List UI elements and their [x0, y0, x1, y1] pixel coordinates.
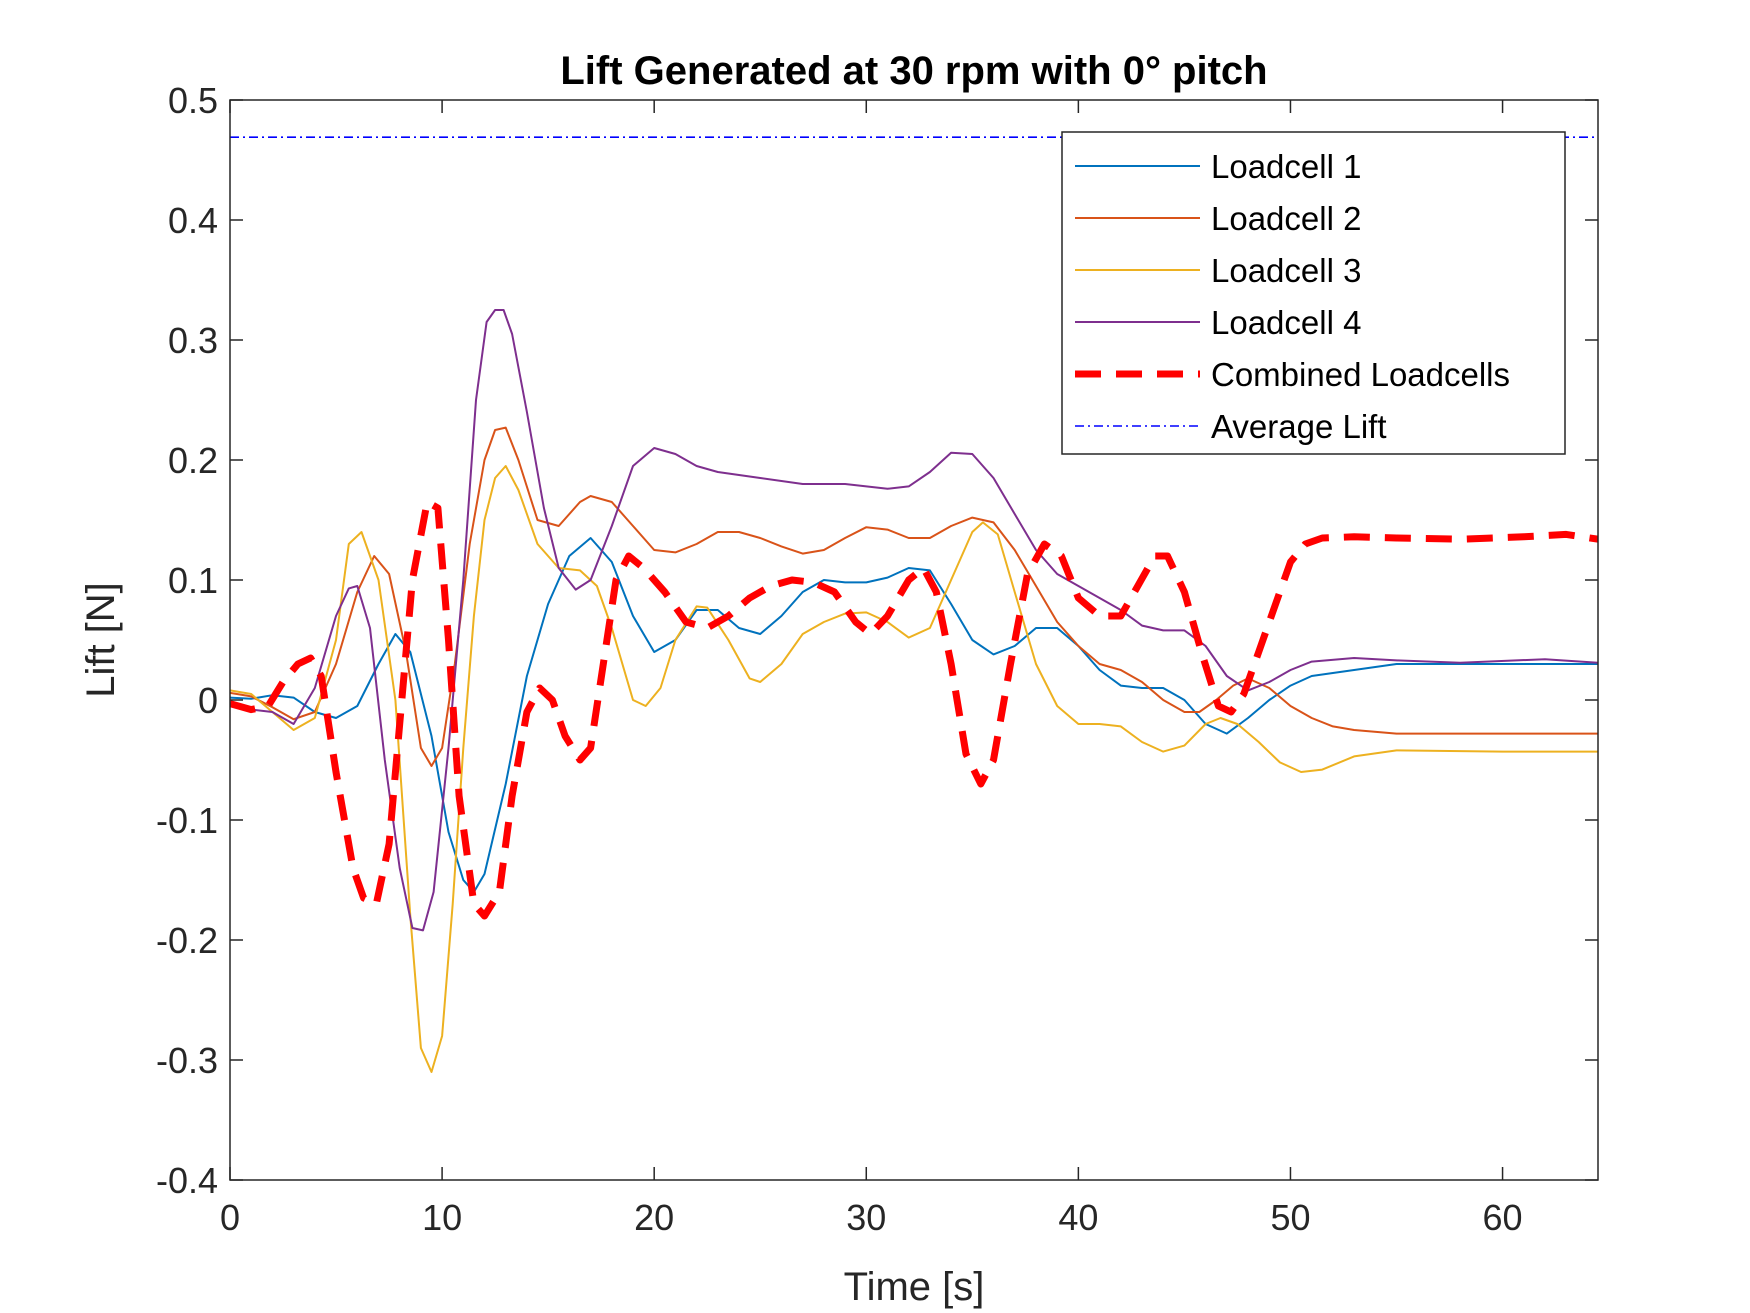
legend-label-combined-loadcells: Combined Loadcells — [1211, 356, 1510, 393]
y-tick-label: 0.2 — [168, 440, 218, 481]
x-tick-label: 40 — [1058, 1197, 1098, 1238]
legend-entries: Loadcell 1 Loadcell 2 Loadcell 3 Loadcell 4… — [1075, 148, 1510, 445]
y-tick-label: -0.4 — [156, 1160, 218, 1201]
y-tick-label: -0.2 — [156, 920, 218, 961]
y-tick-label: 0.5 — [168, 80, 218, 121]
y-tick-label: -0.3 — [156, 1040, 218, 1081]
x-tick-label: 30 — [846, 1197, 886, 1238]
legend-label-loadcell-3: Loadcell 3 — [1211, 252, 1361, 289]
axes-box — [229, 99, 1599, 1181]
series-line-loadcell-3 — [230, 465, 1598, 1073]
series-line-loadcell-2 — [230, 426, 1598, 767]
x-tick-label: 50 — [1270, 1197, 1310, 1238]
y-axis-label: Lift [N] — [79, 582, 123, 698]
series-line-combined-loadcells — [230, 498, 1598, 920]
series-line-loadcell-4 — [230, 309, 1598, 932]
legend-label-average-lift: Average Lift — [1211, 408, 1387, 445]
x-tick-label: 10 — [422, 1197, 462, 1238]
x-axis-ticks: 0 10 20 30 40 50 60 — [220, 100, 1523, 1238]
series-line-loadcell-1 — [230, 537, 1598, 893]
x-tick-label: 0 — [220, 1197, 240, 1238]
y-tick-label: -0.1 — [156, 800, 218, 841]
legend: Loadcell 1 Loadcell 2 Loadcell 3 Loadcell 4… — [1061, 131, 1566, 455]
x-tick-label: 20 — [634, 1197, 674, 1238]
legend-box — [1061, 131, 1566, 455]
y-tick-label: 0.4 — [168, 200, 218, 241]
legend-label-loadcell-4: Loadcell 4 — [1211, 304, 1361, 341]
x-axis-label: Time [s] — [844, 1265, 985, 1309]
y-axis-ticks: -0.4 -0.3 -0.2 -0.1 0 0.1 0.2 0.3 0.4 0.5 — [156, 80, 1598, 1201]
legend-label-loadcell-2: Loadcell 2 — [1211, 200, 1361, 237]
x-tick-label: 60 — [1483, 1197, 1523, 1238]
y-tick-label: 0 — [198, 680, 218, 721]
y-tick-label: 0.3 — [168, 320, 218, 361]
chart-title: Lift Generated at 30 rpm with 0° pitch — [560, 49, 1267, 93]
series-layer — [230, 136, 1598, 1073]
legend-label-loadcell-1: Loadcell 1 — [1211, 148, 1361, 185]
y-tick-label: 0.1 — [168, 560, 218, 601]
